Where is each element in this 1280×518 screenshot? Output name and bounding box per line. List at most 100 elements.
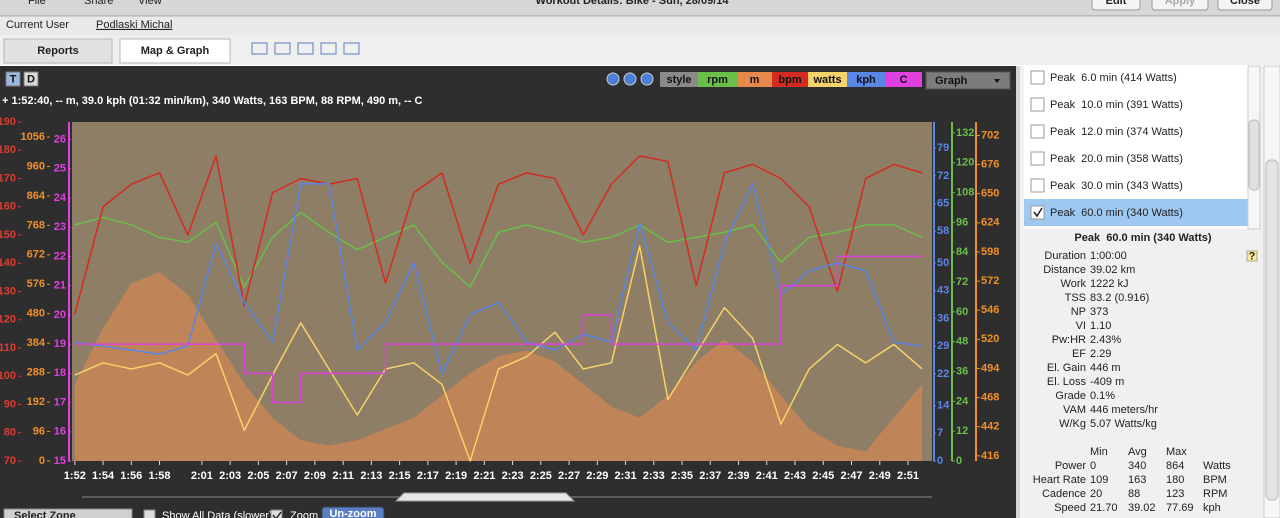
peak-checkbox[interactable] xyxy=(1030,97,1045,112)
peak-checkbox[interactable] xyxy=(1030,70,1045,85)
series-button[interactable] xyxy=(808,72,847,87)
panel-scroll-thumb[interactable] xyxy=(1265,159,1279,501)
summary-cell: 123 xyxy=(1166,488,1184,500)
x-tick-label: 2:31 xyxy=(615,470,637,482)
mode-select[interactable] xyxy=(925,71,1011,90)
series-button[interactable] xyxy=(698,72,737,87)
peak-item[interactable]: Peak 30.0 min (343 Watts) xyxy=(1050,180,1183,192)
series-button[interactable] xyxy=(847,72,885,87)
summary-label: Speed xyxy=(1054,502,1086,514)
series-button-label[interactable]: bpm xyxy=(778,74,801,86)
peak-item[interactable]: Peak 60.0 min (340 Watts) xyxy=(1050,207,1183,219)
series-button[interactable] xyxy=(772,72,808,87)
x-tick-label: 2:37 xyxy=(699,470,721,482)
metric-label: Grade xyxy=(1055,390,1086,402)
tab[interactable] xyxy=(119,38,231,64)
metric-value: 0.1% xyxy=(1090,390,1115,402)
series-button-label[interactable]: rpm xyxy=(707,74,728,86)
nav-button[interactable] xyxy=(640,72,654,86)
peak-item[interactable]: Peak 10.0 min (391 Watts) xyxy=(1050,99,1183,111)
metric-value: 2.29 xyxy=(1090,348,1111,360)
summary-cell: 21.70 xyxy=(1090,502,1118,514)
help-label[interactable]: ? xyxy=(1249,250,1256,262)
window-button-label: Apply xyxy=(1165,0,1196,7)
toggle-button[interactable] xyxy=(23,71,39,87)
y-tick-label: 72 xyxy=(956,276,968,288)
y-tick-label: 576 xyxy=(27,278,45,290)
y-tick-label: 50 xyxy=(937,257,949,269)
zone-label[interactable]: Select Zone xyxy=(14,510,76,518)
toggle-label[interactable]: T xyxy=(10,73,17,85)
peak-checkbox[interactable] xyxy=(1030,178,1045,193)
checkbox-label[interactable]: Show All Data (slower) xyxy=(162,510,273,518)
series-button[interactable] xyxy=(885,72,922,87)
peak-checkbox[interactable] xyxy=(1030,151,1045,166)
user-name[interactable]: Podlaski Michal xyxy=(96,19,172,31)
window-button[interactable] xyxy=(1217,0,1273,11)
metric-value: 446 meters/hr xyxy=(1090,404,1158,416)
y-tick-label: 36 xyxy=(937,312,949,324)
nav-button[interactable] xyxy=(606,72,620,86)
nav-button[interactable] xyxy=(623,72,637,86)
unzoom-label[interactable]: Un-zoom xyxy=(329,508,376,518)
x-tick-label: 2:43 xyxy=(784,470,806,482)
range-thumb[interactable] xyxy=(394,492,576,502)
peak-item[interactable]: Peak 6.0 min (414 Watts) xyxy=(1050,72,1177,84)
checkbox[interactable] xyxy=(143,509,156,518)
metric-label: NP xyxy=(1071,306,1086,318)
window-button xyxy=(1151,0,1209,11)
window-button[interactable] xyxy=(1091,0,1141,11)
y-tick-label: 14 xyxy=(937,399,950,411)
peak-checkbox[interactable] xyxy=(1030,124,1045,139)
checkbox-label[interactable]: Zoom xyxy=(290,510,318,518)
window-button-label[interactable]: Edit xyxy=(1106,0,1127,7)
y-tick-label: 96 xyxy=(956,216,968,228)
style-label[interactable]: style xyxy=(666,74,691,86)
y-tick-label: 702 xyxy=(981,129,999,141)
peak-checkbox[interactable] xyxy=(1030,205,1045,220)
peak-item[interactable]: Peak 20.0 min (358 Watts) xyxy=(1050,153,1183,165)
tab-label[interactable]: Map & Graph xyxy=(141,45,210,57)
y-tick-label: 442 xyxy=(981,421,999,433)
tab-label[interactable]: Reports xyxy=(37,45,79,57)
toggle-button[interactable] xyxy=(5,71,21,87)
style-button[interactable] xyxy=(660,72,698,87)
summary-cell: 340 xyxy=(1128,460,1146,472)
layout-icon[interactable] xyxy=(320,42,337,55)
layout-icon[interactable] xyxy=(274,42,291,55)
series-button-label[interactable]: watts xyxy=(812,74,841,86)
metric-value: 373 xyxy=(1090,306,1108,318)
menu-item[interactable]: View xyxy=(138,0,162,7)
series-button-label[interactable]: C xyxy=(900,74,908,86)
menu-item[interactable]: Share xyxy=(84,0,113,7)
check-mark xyxy=(1033,207,1043,218)
toggle-label[interactable]: D xyxy=(27,73,35,85)
y-tick-label: 672 xyxy=(27,249,45,261)
series-line xyxy=(74,245,923,462)
series-button-label[interactable]: kph xyxy=(856,74,876,86)
tab[interactable] xyxy=(3,38,113,64)
mode-label[interactable]: Graph xyxy=(935,75,968,87)
y-tick-label: 21 xyxy=(54,280,66,292)
y-tick-label: 20 xyxy=(54,309,66,321)
unzoom-button[interactable] xyxy=(321,506,385,518)
help-box[interactable] xyxy=(1246,250,1258,262)
checkbox[interactable] xyxy=(270,509,283,518)
y-tick-label: 90 xyxy=(4,398,16,410)
user-label: Current User xyxy=(6,19,69,31)
y-tick-label: 650 xyxy=(981,188,999,200)
zone-select[interactable] xyxy=(3,508,133,518)
series-button[interactable] xyxy=(737,72,772,87)
list-scroll-thumb[interactable] xyxy=(1248,119,1260,191)
summary-label: Cadence xyxy=(1042,488,1086,500)
menu-item[interactable]: File xyxy=(28,0,46,7)
splitter xyxy=(1016,66,1020,518)
peak-item[interactable]: Peak 12.0 min (374 Watts) xyxy=(1050,126,1183,138)
layout-icon[interactable] xyxy=(251,42,268,55)
layout-icon[interactable] xyxy=(343,42,360,55)
series-button-label[interactable]: m xyxy=(750,74,760,86)
layout-icon[interactable] xyxy=(297,42,314,55)
summary-label: Heart Rate xyxy=(1033,474,1086,486)
window-button-label[interactable]: Close xyxy=(1230,0,1260,7)
